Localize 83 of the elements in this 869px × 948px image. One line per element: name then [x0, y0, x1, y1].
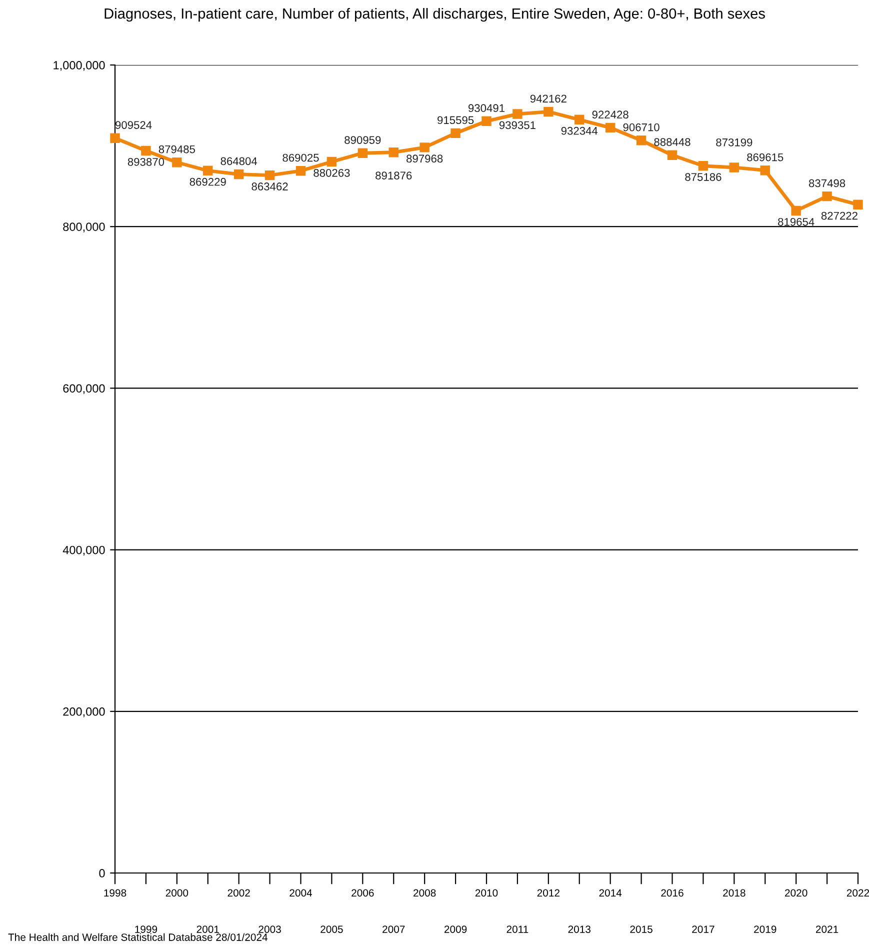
point: [512, 109, 522, 119]
point: [172, 158, 182, 168]
data-label: 819654: [778, 218, 814, 226]
point: [853, 200, 863, 210]
data-label: 932344: [561, 126, 598, 135]
data-label: 869615: [747, 153, 784, 162]
chart-title: Diagnoses, In-patient care, Number of patients, All discharges, Entire Sweden, Age: 0-80+, Both sexes: [104, 8, 765, 22]
point: [482, 116, 492, 126]
x-tick-label: 2001: [196, 926, 219, 933]
data-label: 922428: [592, 110, 628, 119]
x-tick-label: 2015: [630, 926, 652, 933]
point: [667, 150, 678, 160]
point: [544, 106, 554, 117]
data-label: 875186: [685, 173, 722, 181]
x-tick-label: 2022: [846, 889, 869, 897]
data-label: 893870: [128, 158, 164, 166]
x-tick-label: 2012: [537, 889, 560, 897]
x-tick-label: 2017: [692, 926, 714, 933]
data-label: 909524: [116, 121, 152, 129]
point: [110, 133, 120, 143]
y-tick-label: 0: [99, 869, 105, 878]
point: [760, 165, 770, 176]
x-tick-label: 2019: [754, 926, 776, 933]
data-label: 942162: [530, 94, 566, 103]
point: [574, 114, 584, 125]
point: [636, 136, 646, 146]
x-tick-label: 2008: [414, 889, 436, 897]
data-label: 869025: [282, 154, 319, 162]
data-label: 906710: [623, 123, 660, 132]
data-label: 879485: [158, 145, 195, 154]
x-tick-label: 2018: [723, 889, 746, 897]
x-tick-label: 1999: [135, 926, 158, 933]
data-label: 939351: [499, 121, 536, 130]
point: [234, 169, 244, 180]
x-tick-label: 2003: [258, 926, 281, 933]
data-label: 880263: [314, 168, 350, 177]
x-tick-label: 2002: [228, 889, 250, 897]
point: [296, 166, 306, 176]
point: [264, 170, 275, 180]
data-label: 890959: [344, 136, 381, 144]
point: [822, 191, 832, 202]
x-tick-label: 2000: [166, 889, 188, 897]
x-tick-label: 2010: [475, 889, 498, 897]
x-tick-label: 2021: [816, 926, 838, 933]
point: [729, 162, 740, 172]
y-tick-label: 400,000: [62, 546, 105, 556]
point: [420, 142, 430, 152]
point: [605, 122, 616, 133]
point: [450, 128, 460, 138]
x-tick-label: 2014: [599, 889, 622, 897]
text: The Health and Welfare Statistical Database 28/01/2024: [8, 933, 268, 941]
data-label: 915595: [438, 116, 474, 124]
data-label: 888448: [654, 138, 690, 146]
x-tick-label: 2009: [444, 926, 467, 933]
data-label: 869229: [190, 178, 226, 186]
y-tick-label: 200,000: [63, 707, 105, 718]
data-label: 864804: [220, 157, 258, 166]
data-label: 837498: [808, 179, 846, 188]
y-tick-label: 1,000,000: [54, 61, 105, 71]
x-tick-label: 2007: [382, 926, 405, 933]
x-tick-label: 2005: [320, 926, 343, 933]
y-tick-label: 600,000: [63, 384, 105, 394]
x-tick-label: 2013: [568, 926, 591, 933]
x-tick-label: 2020: [785, 889, 808, 897]
point: [698, 160, 708, 171]
data-label: 930491: [468, 104, 504, 112]
x-tick-label: 2016: [661, 889, 684, 897]
x-tick-label: 2004: [290, 889, 312, 897]
point: [203, 166, 213, 176]
point: [388, 148, 398, 158]
data-label: 827222: [821, 212, 858, 220]
x-tick-label: 1998: [104, 889, 126, 897]
x-tick-label: 2006: [352, 889, 374, 897]
point: [141, 146, 151, 156]
point: [358, 148, 368, 158]
point: [791, 206, 801, 216]
data-label: 873199: [716, 138, 752, 146]
point: [326, 156, 337, 167]
data-label: 891876: [376, 172, 412, 180]
data-label: 863462: [252, 182, 288, 190]
x-tick-label: 2011: [506, 926, 528, 933]
data-label: 897968: [406, 154, 443, 163]
y-tick-label: 800,000: [63, 222, 105, 232]
